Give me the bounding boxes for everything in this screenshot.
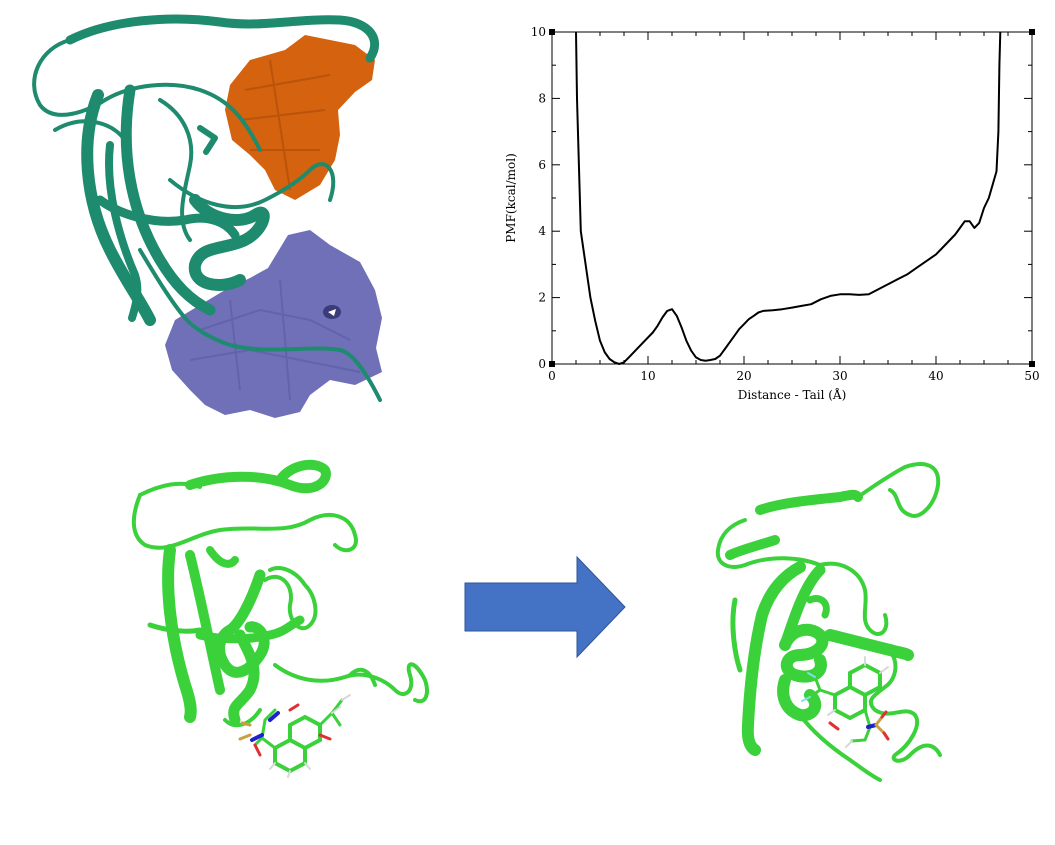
purple-binding-surface	[165, 230, 382, 418]
protein-ligand-displaced	[715, 462, 942, 782]
displaced-ligand	[801, 656, 890, 748]
x-tick-label: 10	[640, 369, 655, 383]
x-tick-label: 40	[928, 369, 943, 383]
x-axis-label: Distance - Tail (Å)	[738, 387, 847, 402]
protein-ligand-bound	[131, 459, 429, 778]
y-axis-label: PMF(kcal/mol)	[504, 153, 518, 243]
y-tick-label: 0	[538, 357, 546, 371]
x-tick-label: 50	[1024, 369, 1039, 383]
x-tick-label: 30	[832, 369, 847, 383]
x-axis-ticks: 0 10 20 30 40 50	[548, 32, 1040, 383]
protein-structure-top	[32, 14, 382, 418]
green-ribbon-backbone	[131, 459, 429, 728]
pmf-curve	[575, 31, 1002, 365]
y-tick-label: 10	[531, 25, 546, 39]
y-tick-label: 2	[538, 291, 546, 305]
bound-ligand	[238, 694, 351, 778]
green-ribbon-backbone	[715, 462, 942, 782]
y-axis-ticks: 0 2 4 6 8 10	[531, 25, 1032, 371]
y-tick-label: 8	[538, 91, 546, 105]
y-tick-label: 4	[538, 224, 546, 238]
y-tick-label: 6	[538, 158, 546, 172]
transition-arrow-icon	[464, 555, 626, 659]
orange-binding-surface	[225, 35, 375, 200]
plot-frame	[551, 31, 1033, 365]
x-tick-label: 20	[736, 369, 751, 383]
teal-ribbon-backbone	[32, 14, 382, 402]
x-tick-label: 0	[548, 369, 556, 383]
